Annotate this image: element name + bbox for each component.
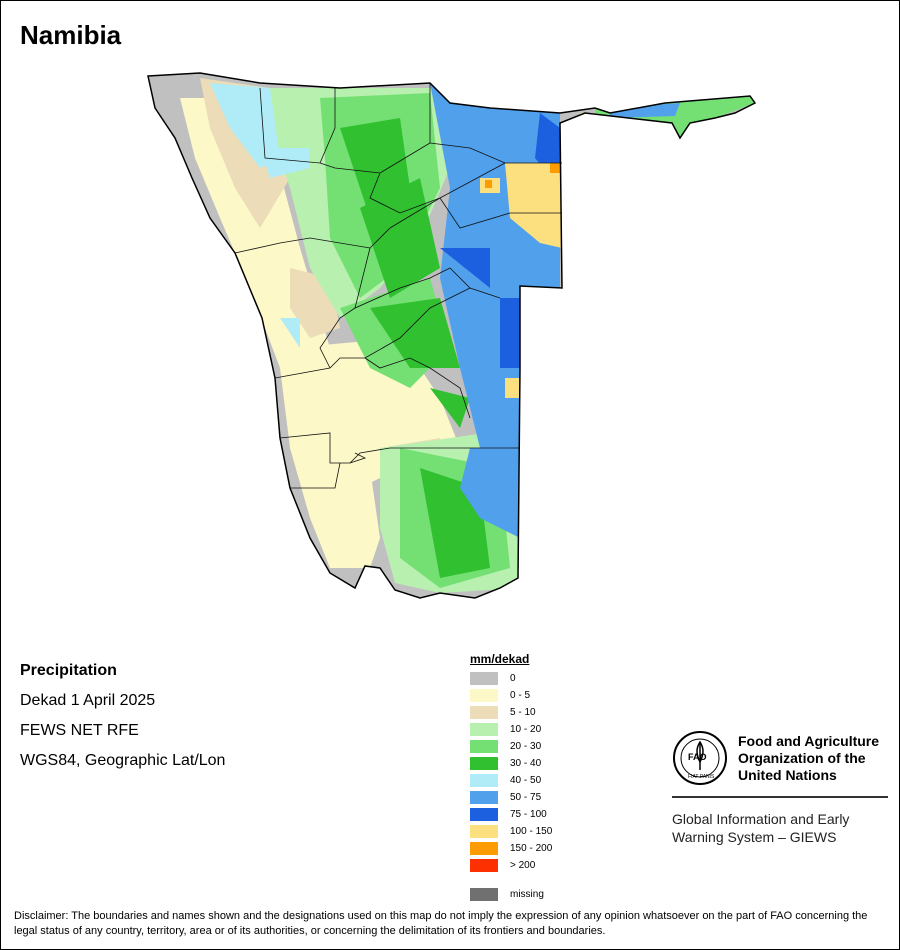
legend-items: 0 0 - 5 5 - 10 10 - 20 20 - 30 30 - 40 40 - 50… (470, 670, 552, 874)
legend-swatch-missing (470, 888, 498, 901)
legend-label: 20 - 30 (510, 741, 542, 752)
legend-label: 0 (510, 673, 516, 684)
legend-item-missing: missing (470, 886, 552, 903)
logo-motto: FIAT PANIS (688, 774, 715, 780)
logo-text: FAO (688, 752, 707, 762)
legend-swatch (470, 706, 498, 719)
legend-swatch (470, 808, 498, 821)
disclaimer: Disclaimer: The boundaries and names sho… (14, 910, 868, 937)
map-svg (147, 72, 757, 599)
legend-item: 30 - 40 (470, 755, 552, 772)
rainfall-zones (148, 73, 755, 598)
zone-40-50mm (210, 83, 280, 168)
legend-label: 50 - 75 (510, 792, 542, 803)
divider (672, 796, 888, 798)
precipitation-map (140, 68, 760, 608)
legend-item: > 200 (470, 857, 552, 874)
legend-swatch (470, 723, 498, 736)
legend-swatch (470, 859, 498, 872)
legend-label: 5 - 10 (510, 707, 536, 718)
legend-label: 40 - 50 (510, 775, 542, 786)
legend-item: 0 (470, 670, 552, 687)
projection-label: WGS84, Geographic Lat/Lon (20, 752, 226, 769)
map-title: Namibia (20, 20, 122, 50)
legend-label-missing: missing (510, 889, 544, 900)
legend-item: 0 - 5 (470, 687, 552, 704)
fao-logo-icon: FAO FIAT PANIS (673, 731, 727, 785)
country-border (147, 72, 757, 599)
legend-label: 10 - 20 (510, 724, 542, 735)
legend-swatch (470, 740, 498, 753)
legend-label: 100 - 150 (510, 826, 553, 837)
source-label: FEWS NET RFE (20, 722, 139, 739)
zone-150-200mm (550, 163, 560, 173)
legend-item: 10 - 20 (470, 721, 552, 738)
legend-item: 100 - 150 (470, 823, 552, 840)
giews-label: Global Information and Early Warning Sys… (672, 811, 850, 845)
period-label: Dekad 1 April 2025 (20, 692, 156, 709)
legend-item: 75 - 100 (470, 806, 552, 823)
legend-swatch (470, 689, 498, 702)
legend-swatch (470, 825, 498, 838)
map-metadata: Precipitation Dekad 1 April 2025 FEWS NE… (20, 656, 225, 776)
legend-label: > 200 (510, 860, 536, 871)
legend-swatch (470, 791, 498, 804)
org-name: Food and Agriculture Organization of the… (738, 732, 880, 783)
legend-label: 150 - 200 (510, 843, 553, 854)
legend-label: 75 - 100 (510, 809, 547, 820)
zone-75-100mm (500, 298, 520, 368)
legend-item: 50 - 75 (470, 789, 552, 806)
region-boundaries (234, 83, 562, 489)
fao-block: FAO FIAT PANIS Food and Agriculture Orga… (672, 730, 888, 846)
legend-label: 30 - 40 (510, 758, 542, 769)
legend-title: mm/dekad (470, 652, 530, 666)
legend-label: 0 - 5 (510, 690, 531, 701)
legend: mm/dekad 0 0 - 5 5 - 10 10 - 20 20 - 30 30 - … (470, 652, 552, 903)
zone-100-150mm (505, 163, 562, 248)
legend-swatch (470, 774, 498, 787)
legend-item: 150 - 200 (470, 840, 552, 857)
legend-swatch (470, 842, 498, 855)
legend-item: 5 - 10 (470, 704, 552, 721)
legend-swatch (470, 672, 498, 685)
legend-swatch (470, 757, 498, 770)
legend-item: 20 - 30 (470, 738, 552, 755)
legend-item: 40 - 50 (470, 772, 552, 789)
variable-label: Precipitation (20, 662, 117, 679)
